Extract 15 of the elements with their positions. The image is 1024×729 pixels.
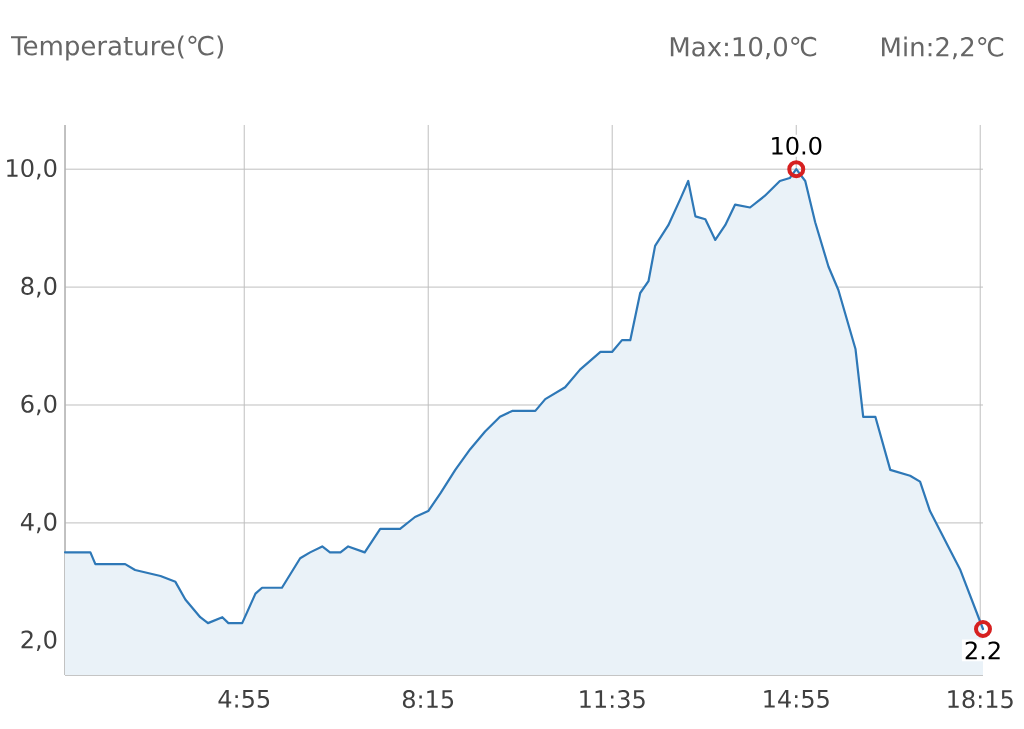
x-tick-label: 18:15: [948, 690, 1013, 709]
text: Max:10,0℃: [670, 36, 817, 60]
x-tick-label: 4:55: [218, 690, 270, 708]
x-tick-label: 8:15: [402, 690, 454, 709]
data-label: 2.2: [965, 641, 1000, 660]
y-tick-label: 8,0: [21, 276, 57, 298]
x-tick-label: 11:35: [580, 690, 645, 709]
chart-title: Temperature(℃): [11, 35, 224, 61]
text: Min:2,2℃: [882, 36, 1004, 60]
y-tick-label: 2,0: [21, 630, 57, 652]
y-tick-label: 4,0: [20, 512, 57, 534]
y-tick-label: 10,0: [7, 158, 57, 180]
y-tick-label: 6,0: [21, 394, 57, 416]
data-label: 10.0: [772, 136, 822, 155]
x-tick-label: 14:55: [764, 690, 829, 708]
